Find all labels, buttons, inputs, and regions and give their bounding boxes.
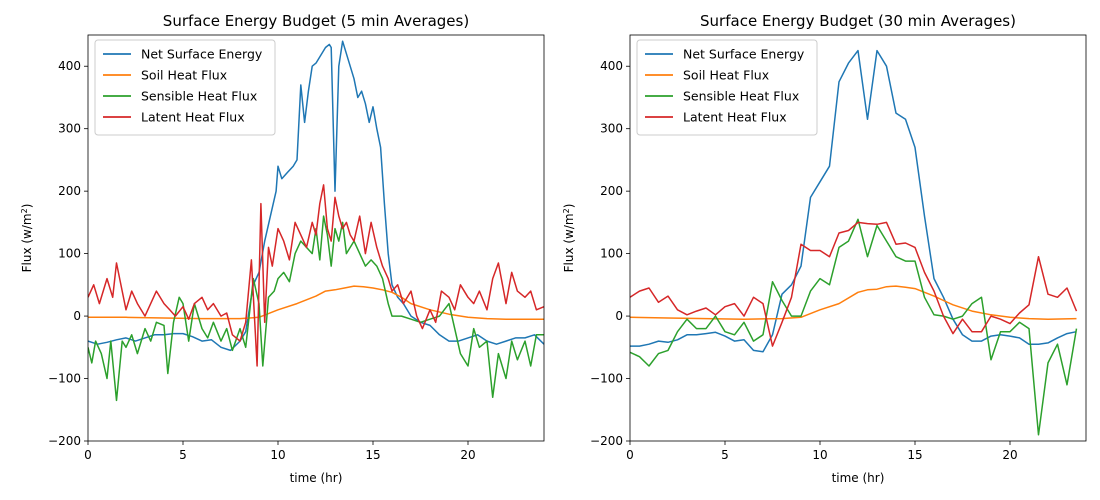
legend: Net Surface Energy Soil Heat Flux Sensible… <box>636 39 818 136</box>
legend: Net Surface Energy Soil Heat Flux Sensible… <box>94 39 276 136</box>
x-tick-label: 10 <box>270 448 285 462</box>
y-tick-label: −100 <box>48 372 81 386</box>
x-axis-label: time (hr) <box>290 471 343 485</box>
y-axis-label-tail: ) <box>20 204 34 209</box>
y-axis-label-sup: 2 <box>562 208 571 213</box>
series-line-3 <box>630 221 1078 347</box>
series-line-2 <box>88 215 544 402</box>
y-tick-label: 200 <box>58 184 81 198</box>
axes-frame <box>87 34 545 442</box>
chart-title: Surface Energy Budget (5 min Averages) <box>163 12 469 30</box>
axis-ticks: 0 5 10 15 20 −200 −100 0 100 200 300 400 <box>48 34 545 462</box>
chart-panel-5min: 0 5 10 15 20 −200 −100 0 100 200 300 400 Surface En… <box>20 12 545 485</box>
series-line-1 <box>88 285 544 320</box>
legend-box <box>636 39 818 136</box>
y-tick-label: 300 <box>58 122 81 136</box>
chart-title: Surface Energy Budget (30 min Averages) <box>700 12 1016 30</box>
y-axis-label: Flux (w/m2) <box>20 204 35 273</box>
legend-entry: Net Surface Energy <box>141 47 263 62</box>
y-axis-label-sup: 2 <box>20 208 29 213</box>
series-line-0 <box>88 40 544 352</box>
legend-box <box>94 39 276 136</box>
x-tick-label: 20 <box>1002 448 1017 462</box>
y-tick-label: −200 <box>48 434 81 448</box>
y-tick-label: 100 <box>600 247 623 261</box>
axes-frame <box>629 34 1087 442</box>
axis-ticks: 0 5 10 15 20 −200 −100 0 100 200 300 400 <box>590 34 1087 462</box>
plot-area <box>88 40 544 402</box>
legend-entry: Latent Heat Flux <box>141 110 245 125</box>
x-tick-label: 0 <box>626 448 634 462</box>
series-line-2 <box>630 218 1078 436</box>
legend-entry: Sensible Heat Flux <box>683 89 799 104</box>
y-tick-label: 0 <box>73 309 81 323</box>
y-axis-label: Flux (w/m2) <box>562 204 577 273</box>
x-tick-label: 15 <box>907 448 922 462</box>
legend-entry: Sensible Heat Flux <box>141 89 257 104</box>
y-axis-label-main: Flux (w/m <box>562 213 576 272</box>
y-tick-label: 0 <box>615 309 623 323</box>
legend-entry: Net Surface Energy <box>683 47 805 62</box>
y-tick-label: 300 <box>600 122 623 136</box>
x-axis-label: time (hr) <box>832 471 885 485</box>
x-tick-label: 5 <box>179 448 187 462</box>
x-tick-label: 5 <box>721 448 729 462</box>
y-axis-label-tail: ) <box>562 204 576 209</box>
y-axis-label-main: Flux (w/m <box>20 213 34 272</box>
plot-area <box>630 49 1078 436</box>
legend-entry: Soil Heat Flux <box>141 68 227 83</box>
legend-entry: Soil Heat Flux <box>683 68 769 83</box>
series-line-3 <box>88 184 544 367</box>
y-tick-label: 100 <box>58 247 81 261</box>
y-tick-label: 200 <box>600 184 623 198</box>
y-tick-label: 400 <box>600 59 623 73</box>
legend-entry: Latent Heat Flux <box>683 110 787 125</box>
y-tick-label: 400 <box>58 59 81 73</box>
series-line-0 <box>630 49 1077 353</box>
y-tick-label: −100 <box>590 372 623 386</box>
chart-panel-30min: 0 5 10 15 20 −200 −100 0 100 200 300 400 Surface En… <box>562 12 1087 485</box>
x-tick-label: 0 <box>84 448 92 462</box>
series-line-1 <box>630 285 1077 320</box>
x-tick-label: 15 <box>365 448 380 462</box>
x-tick-label: 20 <box>460 448 475 462</box>
x-tick-label: 10 <box>812 448 827 462</box>
y-tick-label: −200 <box>590 434 623 448</box>
